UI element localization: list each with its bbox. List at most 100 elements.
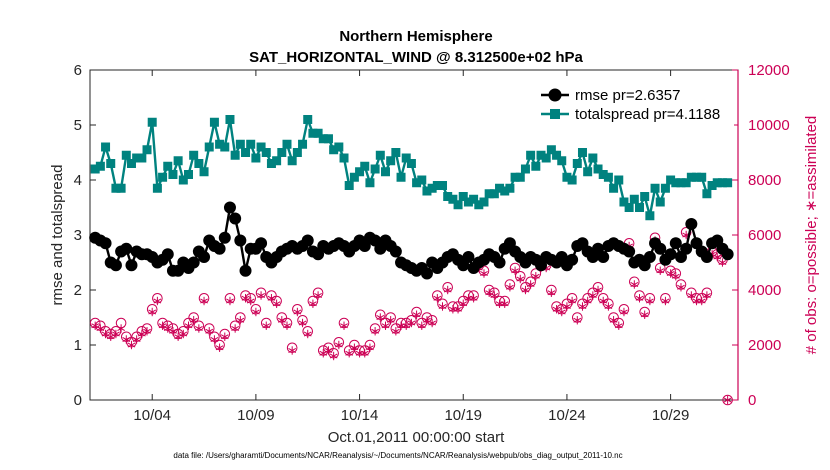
obs-assimilated-point (454, 305, 462, 314)
totalspread-point (443, 192, 453, 201)
totalspread-point (635, 203, 645, 212)
totalspread-point (603, 172, 613, 182)
rmse-point (654, 242, 667, 255)
obs-assimilated-point (583, 296, 592, 306)
obs-assimilated-point (189, 316, 198, 325)
totalspread-point (116, 183, 126, 193)
totalspread-point (323, 134, 333, 144)
y-right-tick-label: 8000 (748, 172, 781, 189)
totalspread-point (360, 161, 370, 171)
obs-assimilated-point (521, 285, 530, 295)
obs-assimilated-point (205, 327, 214, 336)
rmse-point (664, 248, 677, 261)
totalspread-point (676, 178, 686, 188)
totalspread-point (287, 156, 297, 166)
totalspread-point (448, 194, 458, 204)
obs-assimilated-point (547, 288, 556, 297)
x-tick-label: 10/04 (133, 407, 171, 424)
totalspread-point (142, 145, 152, 155)
y-left-tick-label: 2 (74, 282, 82, 299)
obs-assimilated-point (645, 296, 654, 306)
totalspread-point (137, 153, 147, 163)
totalspread-point (432, 181, 442, 190)
totalspread-point (681, 178, 691, 188)
obs-assimilated-point (371, 327, 380, 336)
rmse-point (229, 212, 242, 225)
legend: rmse pr=2.6357 totalspread pr=4.1188 (536, 80, 734, 128)
totalspread-point (717, 178, 727, 188)
rmse-point (187, 256, 200, 269)
totalspread-point (365, 178, 375, 188)
obs-assimilated-point (376, 313, 385, 322)
totalspread-point (106, 159, 116, 168)
obs-assimilated-point (132, 335, 141, 344)
totalspread-point (391, 148, 401, 157)
rmse-point (161, 248, 174, 261)
obs-assimilated-point (697, 296, 706, 306)
totalspread-point (697, 172, 707, 182)
data-file-footnote: data file: /Users/gharamti/Documents/NCA… (173, 451, 622, 460)
rmse-point (685, 218, 698, 230)
totalspread-point (126, 159, 136, 168)
obs-assimilated-point (407, 318, 416, 328)
totalspread-point (712, 178, 722, 188)
obs-assimilated-point (635, 294, 644, 303)
y-left-tick-label: 3 (74, 227, 82, 244)
obs-assimilated-point (391, 327, 400, 336)
obs-assimilated-point (677, 283, 685, 292)
obs-assimilated-point (122, 335, 131, 344)
totalspread-point (671, 178, 681, 188)
obs-assimilated-point (661, 296, 670, 306)
totalspread-point (303, 115, 313, 124)
x-tick-label: 10/19 (444, 407, 482, 424)
obs-assimilated-point (252, 307, 260, 317)
totalspread-point (339, 153, 349, 163)
rmse-point (234, 234, 247, 247)
totalspread-point (313, 128, 323, 138)
y-axis-left-label: rmse and totalspread (49, 165, 66, 306)
totalspread-point (417, 175, 427, 185)
totalspread-point (375, 150, 385, 160)
rmse-point (213, 242, 226, 255)
totalspread-point (189, 150, 199, 160)
totalspread-point (453, 200, 463, 210)
totalspread-point (640, 192, 650, 201)
totalspread-point (593, 164, 603, 174)
obs-assimilated-point (298, 318, 307, 328)
totalspread-point (458, 192, 468, 201)
obs-assimilated-point (169, 327, 177, 336)
x-tick-label: 10/24 (548, 407, 586, 424)
totalspread-point (660, 183, 670, 193)
totalspread-point (308, 128, 318, 138)
obs-assimilated-point (594, 285, 602, 295)
chart-title-line1: Northern Hemisphere (339, 28, 492, 45)
obs-assimilated-point (194, 324, 203, 333)
totalspread-point (562, 172, 572, 182)
obs-assimilated-point (293, 307, 302, 317)
totalspread-point (199, 167, 209, 177)
rmse-point (389, 245, 402, 258)
y-right-tick-label: 2000 (748, 337, 781, 354)
obs-assimilated-point (531, 272, 540, 281)
totalspread-point (204, 142, 214, 152)
totalspread-point (510, 172, 520, 182)
totalspread-point (132, 153, 142, 163)
totalspread-point (178, 175, 188, 185)
rmse-point (700, 251, 713, 263)
totalspread-point (546, 145, 556, 155)
obs-assimilated-point (443, 285, 452, 295)
y-left-tick-label: 6 (74, 62, 82, 79)
series-layer (89, 115, 734, 406)
obs-assimilated-point (329, 351, 338, 361)
totalspread-point (624, 203, 634, 212)
totalspread-point (645, 211, 655, 221)
x-axis-label: Oct.01,2011 00:00:00 start (328, 429, 505, 446)
totalspread-point (121, 150, 131, 160)
rmse-point (301, 234, 314, 247)
x-axis: 10/04 10/09 10/14 10/19 10/24 10/29 (133, 70, 689, 424)
totalspread-point (194, 159, 204, 168)
totalspread-point (650, 183, 660, 193)
totalspread-point (370, 164, 380, 174)
legend-rmse-marker (548, 88, 562, 102)
